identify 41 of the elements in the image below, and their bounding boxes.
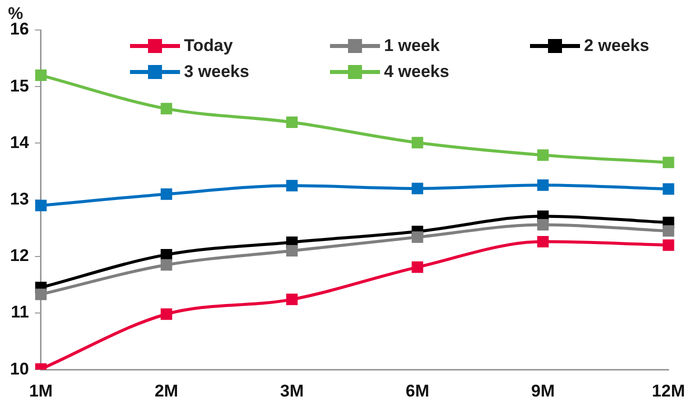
x-tick-label: 9M	[531, 381, 555, 400]
x-tick-label: 12M	[652, 381, 686, 400]
point	[286, 294, 298, 306]
y-tick-label: 13	[10, 189, 29, 208]
point	[160, 188, 172, 200]
point	[160, 102, 172, 114]
point	[662, 239, 674, 251]
x-tick-label: 6M	[406, 381, 430, 400]
point	[286, 180, 298, 192]
point	[537, 149, 549, 161]
legend-label: Today	[184, 36, 233, 56]
point	[662, 225, 674, 237]
x-tick-label: 1M	[29, 381, 53, 400]
point	[35, 288, 47, 300]
y-tick-label: 12	[10, 246, 29, 266]
legend-label: 4 weeks	[384, 62, 450, 82]
point	[537, 218, 549, 230]
point	[35, 70, 47, 82]
legend-label: 2 weeks	[584, 36, 650, 56]
point	[662, 183, 674, 195]
point	[662, 156, 674, 168]
point	[412, 261, 424, 273]
point	[537, 236, 549, 248]
point	[412, 231, 424, 243]
point	[412, 136, 424, 148]
x-tick-label: 3M	[280, 381, 304, 400]
legend-label: 3 weeks	[184, 62, 250, 82]
point	[537, 179, 549, 191]
point	[160, 248, 172, 260]
point	[160, 259, 172, 271]
point	[286, 116, 298, 128]
y-tick-label: 11	[10, 302, 29, 322]
point	[286, 245, 298, 256]
point	[412, 182, 424, 194]
y-tick-label: 14	[10, 132, 30, 152]
point	[160, 308, 172, 320]
y-tick-label: 10	[10, 359, 29, 378]
point	[35, 200, 47, 212]
legend-label: 1 week	[384, 36, 440, 56]
y-tick-label: 15	[10, 76, 29, 96]
x-tick-label: 2M	[154, 381, 178, 400]
